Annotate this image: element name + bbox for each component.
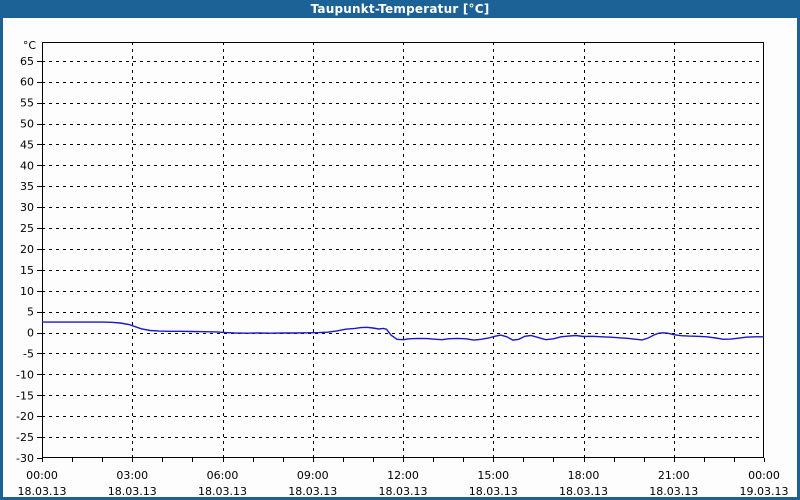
x-tick-date-label: 18.03.13 bbox=[108, 485, 157, 498]
window-titlebar: Taupunkt-Temperatur [°C] bbox=[3, 0, 797, 18]
window-title: Taupunkt-Temperatur [°C] bbox=[310, 2, 490, 16]
y-tick-label: -20 bbox=[16, 410, 34, 423]
plot-area bbox=[42, 42, 764, 458]
y-tick-marks bbox=[37, 61, 42, 459]
y-tick-label: -25 bbox=[16, 431, 34, 444]
y-axis-unit-label: °C bbox=[23, 39, 37, 52]
data-series-line bbox=[42, 321, 764, 341]
x-tick-date-label: 18.03.13 bbox=[649, 485, 698, 498]
y-tick-label: 10 bbox=[20, 285, 34, 298]
x-tick-time-label: 03:00 bbox=[116, 469, 148, 482]
x-tick-labels: 00:00 18.03.13 03:00 18.03.13 06:00 18.03.13 0… bbox=[18, 469, 789, 498]
y-tick-label: 40 bbox=[20, 159, 34, 172]
x-tick-date-label: 18.03.13 bbox=[288, 485, 337, 498]
y-tick-label: -10 bbox=[16, 368, 34, 381]
y-tick-labels: 65605550454035302520151050-5-10-15-20-25… bbox=[16, 55, 34, 465]
x-tick-date-label: 18.03.13 bbox=[198, 485, 247, 498]
y-tick-label: 50 bbox=[20, 118, 34, 131]
x-tick-date-label: 18.03.13 bbox=[559, 485, 608, 498]
y-tick-label: -5 bbox=[23, 347, 34, 360]
y-tick-label: -15 bbox=[16, 389, 34, 402]
x-tick-time-label: 00:00 bbox=[748, 469, 780, 482]
y-tick-label: 15 bbox=[20, 264, 34, 277]
y-tick-label: 30 bbox=[20, 201, 34, 214]
plot-border bbox=[42, 42, 764, 458]
y-tick-label: 55 bbox=[20, 97, 34, 110]
x-tick-time-label: 18:00 bbox=[568, 469, 600, 482]
y-tick-label: 0 bbox=[27, 327, 34, 340]
y-tick-label: 45 bbox=[20, 138, 34, 151]
x-tick-time-label: 00:00 bbox=[26, 469, 58, 482]
x-tick-marks bbox=[42, 458, 765, 462]
y-gridlines bbox=[42, 61, 764, 438]
x-tick-time-label: 15:00 bbox=[477, 469, 509, 482]
x-tick-date-label: 18.03.13 bbox=[469, 485, 518, 498]
x-tick-time-label: 09:00 bbox=[297, 469, 329, 482]
x-tick-time-label: 06:00 bbox=[207, 469, 239, 482]
y-tick-label: 65 bbox=[20, 55, 34, 68]
x-tick-date-label: 18.03.13 bbox=[379, 485, 428, 498]
x-tick-date-label: 18.03.13 bbox=[18, 485, 67, 498]
y-tick-label: 35 bbox=[20, 180, 34, 193]
x-tick-time-label: 12:00 bbox=[387, 469, 419, 482]
x-tick-time-label: 21:00 bbox=[658, 469, 690, 482]
y-tick-label: 5 bbox=[27, 306, 34, 319]
x-tick-date-label: 19.03.13 bbox=[740, 485, 789, 498]
y-tick-label: -30 bbox=[16, 452, 34, 465]
y-tick-label: 60 bbox=[20, 76, 34, 89]
y-tick-label: 20 bbox=[20, 243, 34, 256]
y-tick-label: 25 bbox=[20, 222, 34, 235]
